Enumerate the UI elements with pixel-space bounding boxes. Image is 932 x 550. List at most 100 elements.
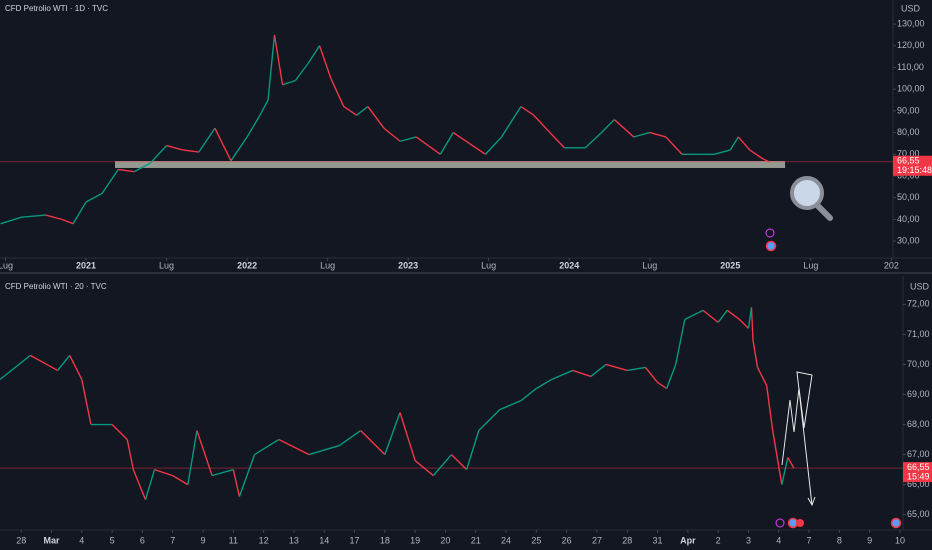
price-segment — [605, 363, 628, 372]
price-segment — [343, 105, 358, 116]
x-tick-label: 18 — [380, 535, 390, 545]
y-tick-label: 65,00 — [907, 509, 930, 519]
price-segment — [781, 457, 789, 485]
y-tick-label: 66,00 — [907, 479, 930, 489]
x-tick-label: 9 — [867, 535, 872, 545]
price-segment — [627, 366, 646, 372]
x-tick-label: 17 — [350, 535, 360, 545]
price-segment — [187, 430, 198, 485]
price-segment — [166, 144, 183, 151]
event-icons — [765, 228, 902, 529]
price-segment — [126, 439, 135, 470]
price-segment — [414, 460, 434, 477]
price-segment — [211, 468, 234, 477]
price-segment — [675, 319, 686, 365]
price-segment — [101, 169, 119, 194]
x-tick-label: 10 — [895, 535, 905, 545]
x-tick-label: 2025 — [720, 260, 740, 270]
price-segment — [214, 127, 232, 162]
x-tick-label: 12 — [259, 535, 269, 545]
price-segment — [230, 136, 248, 162]
last-price-badge — [903, 462, 932, 483]
price-segment — [45, 214, 63, 221]
price-segment — [702, 309, 719, 323]
price-segment — [307, 45, 321, 64]
projection-drawing — [781, 371, 813, 506]
support-zone — [115, 161, 786, 168]
price-segment — [172, 475, 189, 486]
price-segment — [584, 132, 602, 149]
x-tick-label: Lug — [0, 260, 13, 270]
last-price-badge — [893, 155, 932, 176]
x-tick-label: 31 — [653, 535, 663, 545]
price-segment — [738, 318, 749, 329]
price-segment — [451, 454, 468, 471]
price-segment — [452, 131, 470, 145]
price-segment — [726, 309, 740, 320]
price-segment — [657, 381, 668, 390]
x-tick-label: 202 — [884, 260, 899, 270]
price-segment — [439, 132, 454, 155]
price-segment — [282, 79, 296, 86]
price-segment — [198, 127, 216, 153]
x-tick-label: Lug — [320, 260, 335, 270]
price-segment — [520, 105, 535, 116]
price-segment — [649, 131, 667, 138]
x-tick-label: 24 — [501, 535, 511, 545]
price-segment — [384, 412, 401, 455]
x-tick-label: 2022 — [237, 260, 257, 270]
price-segment — [360, 430, 386, 456]
price-segment — [590, 363, 607, 378]
price-segment — [254, 438, 280, 456]
price-segment — [533, 114, 551, 134]
price-segment — [132, 469, 147, 500]
x-tick-label: 4 — [776, 535, 781, 545]
price-segment — [318, 45, 332, 79]
countdown: 19:15:48 — [897, 165, 932, 175]
price-segment — [367, 106, 385, 129]
x-tick-label: 5 — [110, 535, 115, 545]
x-tick-label: 7 — [807, 535, 812, 545]
price-segment — [600, 119, 615, 134]
price-segment — [0, 216, 22, 225]
price-segment — [21, 214, 46, 218]
x-tick-label: 26 — [562, 535, 572, 545]
price-segment — [399, 412, 416, 461]
y-tick-label: 110,00 — [897, 62, 924, 72]
y-tick-label: 68,00 — [907, 419, 930, 429]
price-segment — [432, 454, 453, 477]
price-segment — [549, 132, 565, 149]
price-segment — [118, 168, 135, 173]
price-segment — [756, 367, 768, 386]
y-tick-label: 30,00 — [897, 235, 920, 245]
price-segment — [613, 119, 635, 138]
x-tick-label: 19 — [410, 535, 420, 545]
price-segment — [572, 369, 592, 378]
price-segment — [750, 307, 754, 341]
y-tick-label: 72,00 — [907, 299, 930, 309]
price-segment — [72, 201, 87, 225]
price-segment — [232, 469, 241, 497]
x-tick-label: 7 — [170, 535, 175, 545]
x-tick-label: 14 — [319, 535, 329, 545]
x-tick-label: Lug — [481, 260, 496, 270]
price-segment — [717, 309, 728, 323]
price-segment — [535, 378, 552, 390]
price-segment — [644, 367, 659, 383]
price-segment — [737, 136, 751, 151]
last-price-label: 66,55 — [907, 462, 930, 472]
x-tick-label: 8 — [837, 535, 842, 545]
y-tick-label: 130,00 — [897, 18, 925, 28]
x-tick-label: 13 — [289, 535, 299, 545]
y-tick-label: 40,00 — [897, 214, 920, 224]
currency-label: USD — [901, 3, 921, 13]
x-tick-label: 20 — [440, 535, 450, 545]
y-tick-label: 50,00 — [897, 192, 920, 202]
price-segment — [273, 34, 284, 85]
price-segment — [338, 429, 361, 447]
price-segment — [772, 430, 780, 467]
price-segment — [714, 149, 731, 155]
x-tick-label: Lug — [159, 260, 174, 270]
price-segment — [182, 149, 199, 153]
